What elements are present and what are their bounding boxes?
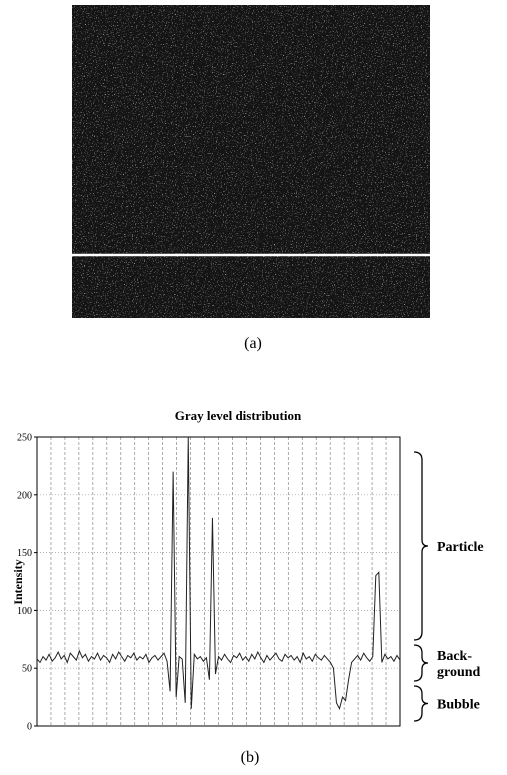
annotation: ground (437, 665, 481, 680)
chart-title: Gray level distribution (175, 408, 302, 423)
caption: (b) (241, 749, 260, 766)
brace (413, 685, 429, 722)
y-tick-label: 250 (17, 433, 32, 444)
y-tick-label: 100 (17, 606, 32, 617)
y-tick-label: 0 (27, 722, 32, 733)
plot-frame (36, 436, 401, 727)
caption: (a) (244, 335, 262, 352)
brace (413, 451, 429, 641)
vertical-grid (50, 437, 387, 726)
annotation: Bubble (437, 698, 480, 713)
intensity-line (36, 436, 401, 711)
y-axis-label: Intensity (11, 559, 25, 604)
y-tick-label: 200 (17, 490, 32, 501)
annotation: Particle (437, 540, 484, 555)
brace (413, 644, 429, 682)
y-tick-label: 150 (17, 548, 32, 559)
image-noise (72, 5, 430, 318)
y-tick-label: 50 (22, 664, 32, 675)
annotation: Back- (437, 649, 472, 664)
